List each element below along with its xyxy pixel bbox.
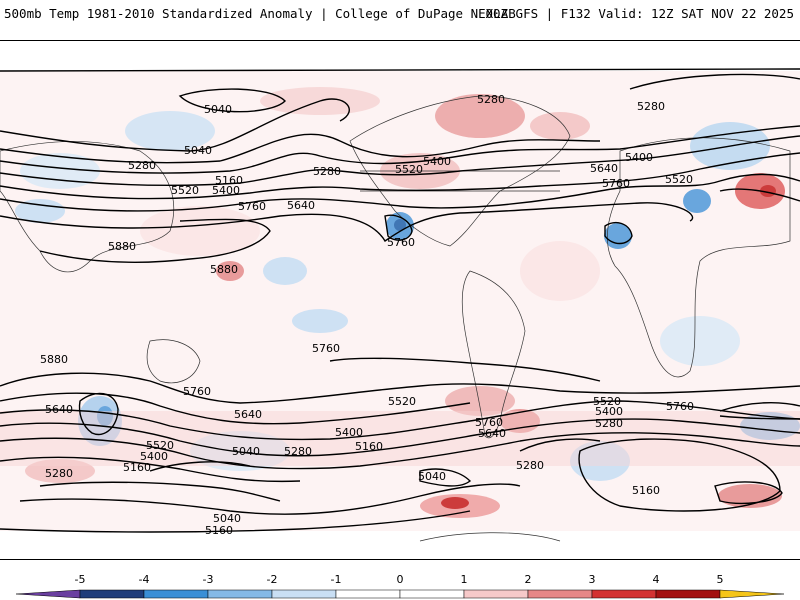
colorbar-swatches bbox=[15, 589, 785, 599]
contour-label: 5880 bbox=[40, 353, 68, 366]
contour-label: 5520 bbox=[388, 395, 416, 408]
map-title: 500mb Temp 1981-2010 Standardized Anomal… bbox=[4, 6, 516, 21]
contour-label: 5640 bbox=[234, 408, 262, 421]
contour-label: 5640 bbox=[287, 199, 315, 212]
contour-label: 5760 bbox=[238, 200, 266, 213]
contour-label: 5400 bbox=[595, 405, 623, 418]
colorbar-tick-label: -4 bbox=[139, 574, 150, 586]
contour-label: 5160 bbox=[215, 174, 243, 187]
contour-label: 5280 bbox=[516, 459, 544, 472]
contour-label: 5040 bbox=[184, 144, 212, 157]
contour-label: 5520 bbox=[171, 184, 199, 197]
colorbar-tick-label: 4 bbox=[653, 574, 660, 586]
contour-label: 5160 bbox=[355, 440, 383, 453]
contour-label: 5400 bbox=[212, 184, 240, 197]
colorbar-ticks: -5 -4 -3 -2 -1 0 1 2 3 4 5 bbox=[75, 574, 724, 586]
contour-label: 5040 bbox=[232, 445, 260, 458]
contour-label: 5280 bbox=[128, 159, 156, 172]
contour-label: 5040 bbox=[213, 512, 241, 525]
contour-labels: 5040 5040 5280 5160 5400 5520 5280 5760 … bbox=[40, 93, 694, 537]
colorbar-swatch bbox=[15, 589, 81, 599]
contour-label: 5040 bbox=[204, 103, 232, 116]
contour-label: 5760 bbox=[183, 385, 211, 398]
model-run-info: 00Z GFS | F132 Valid: 12Z SAT NOV 22 202… bbox=[485, 6, 794, 21]
contour-label: 5160 bbox=[123, 461, 151, 474]
contour-label: 5880 bbox=[210, 263, 238, 276]
colorbar-tick-label: 0 bbox=[397, 574, 404, 586]
contour-label: 5520 bbox=[593, 395, 621, 408]
contour-label: 5400 bbox=[625, 151, 653, 164]
colorbar: -5 -4 -3 -2 -1 0 1 2 3 4 5 bbox=[15, 574, 785, 599]
contour-label: 5880 bbox=[108, 240, 136, 253]
colorbar-tick-label: -3 bbox=[203, 574, 214, 586]
colorbar-swatch bbox=[335, 589, 401, 599]
contour-label: 5280 bbox=[637, 100, 665, 113]
colorbar-swatch bbox=[143, 589, 209, 599]
contour-label: 5400 bbox=[423, 155, 451, 168]
colorbar-swatch bbox=[79, 589, 145, 599]
contour-label: 5760 bbox=[387, 236, 415, 249]
contour-label: 5280 bbox=[477, 93, 505, 106]
contour-label: 5760 bbox=[312, 342, 340, 355]
contour-label: 5280 bbox=[595, 417, 623, 430]
contour-label: 5640 bbox=[478, 427, 506, 440]
map-canvas: 5040 5040 5280 5160 5400 5520 5280 5760 … bbox=[0, 68, 800, 542]
contour-label: 5160 bbox=[205, 524, 233, 537]
colorbar-tick-label: 1 bbox=[461, 574, 468, 586]
contour-label: 5400 bbox=[335, 426, 363, 439]
contour-label: 5640 bbox=[590, 162, 618, 175]
contour-label: 5280 bbox=[45, 467, 73, 480]
colorbar-swatch bbox=[271, 589, 337, 599]
anomaly-map: 5040 5040 5280 5160 5400 5520 5280 5760 … bbox=[0, 40, 800, 560]
colorbar-tick-label: 2 bbox=[525, 574, 532, 586]
colorbar-tick-label: -1 bbox=[331, 574, 342, 586]
colorbar-swatch bbox=[527, 589, 593, 599]
colorbar-swatch bbox=[207, 589, 273, 599]
contour-label: 5400 bbox=[140, 450, 168, 463]
contour-label: 5520 bbox=[146, 439, 174, 452]
colorbar-swatch bbox=[655, 589, 721, 599]
colorbar-swatch bbox=[591, 589, 657, 599]
contour-label: 5040 bbox=[418, 470, 446, 483]
contour-label: 5760 bbox=[602, 177, 630, 190]
colorbar-tick-label: 3 bbox=[589, 574, 596, 586]
contour-label: 5280 bbox=[284, 445, 312, 458]
colorbar-swatch bbox=[463, 589, 529, 599]
height-contours bbox=[0, 68, 800, 533]
contour-label: 5760 bbox=[666, 400, 694, 413]
colorbar-swatch bbox=[399, 589, 465, 599]
contour-label: 5160 bbox=[632, 484, 660, 497]
colorbar-tick-label: -5 bbox=[75, 574, 86, 586]
contour-label: 5520 bbox=[665, 173, 693, 186]
contour-label: 5640 bbox=[45, 403, 73, 416]
colorbar-tick-label: -2 bbox=[267, 574, 278, 586]
contour-label: 5280 bbox=[313, 165, 341, 178]
colorbar-tick-label: 5 bbox=[717, 574, 724, 586]
contour-label: 5520 bbox=[395, 163, 423, 176]
contour-label: 5760 bbox=[475, 416, 503, 429]
colorbar-swatch bbox=[719, 589, 785, 599]
